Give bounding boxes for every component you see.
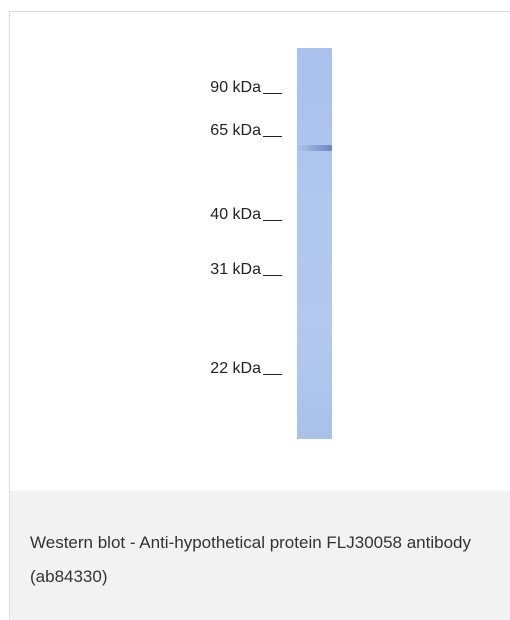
image-caption: Western blot - Anti-hypothetical protein… xyxy=(30,533,472,586)
marker-65kda: 65 kDa xyxy=(210,122,282,140)
marker-tick xyxy=(263,93,282,94)
western-blot-image: 90 kDa 65 kDa 40 kDa 31 kDa 22 kDa xyxy=(10,12,510,491)
marker-tick xyxy=(263,275,282,276)
blot-band xyxy=(297,145,332,151)
marker-40kda: 40 kDa xyxy=(210,206,282,224)
marker-31kda: 31 kDa xyxy=(210,261,282,279)
marker-tick xyxy=(263,374,282,375)
image-card: 90 kDa 65 kDa 40 kDa 31 kDa 22 kDa Weste… xyxy=(9,11,510,620)
marker-90kda: 90 kDa xyxy=(210,79,282,97)
marker-22kda: 22 kDa xyxy=(210,360,282,378)
blot-lane xyxy=(297,48,332,439)
caption-area: Western blot - Anti-hypothetical protein… xyxy=(10,491,510,620)
marker-tick xyxy=(263,220,282,221)
marker-tick xyxy=(263,136,282,137)
